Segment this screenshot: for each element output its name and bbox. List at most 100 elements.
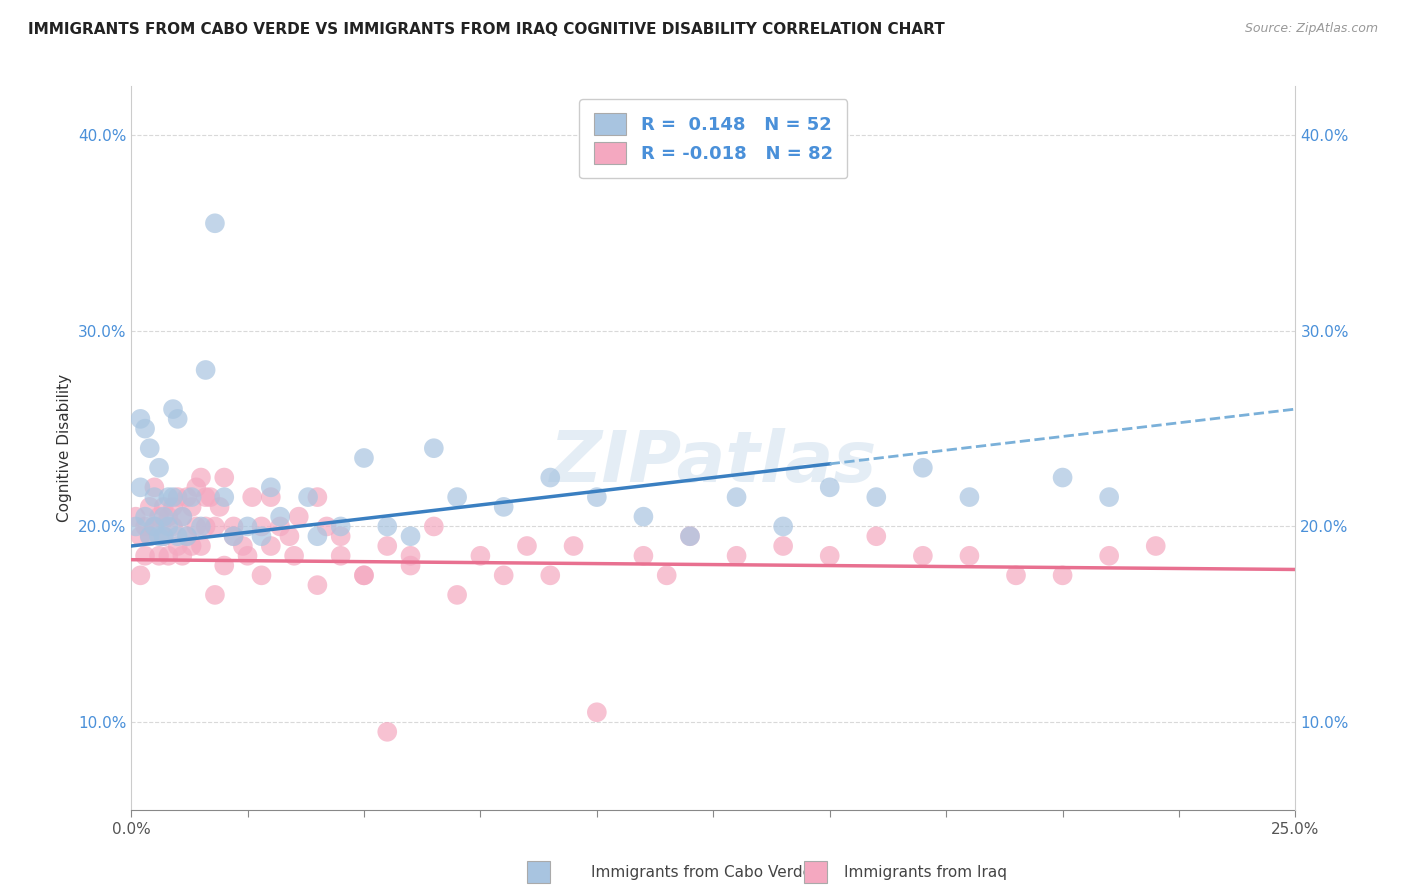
- Point: [585, 490, 607, 504]
- Point: [180, 500, 202, 514]
- Point: [865, 529, 887, 543]
- Point: [190, 519, 212, 533]
- Point: [148, 509, 170, 524]
- Point: [166, 539, 188, 553]
- Point: [516, 539, 538, 553]
- Point: [633, 509, 655, 524]
- Text: Immigrants from Iraq: Immigrants from Iraq: [844, 865, 1007, 880]
- Point: [138, 529, 160, 543]
- Point: [138, 500, 160, 514]
- Point: [152, 529, 174, 543]
- Point: [307, 578, 329, 592]
- Point: [772, 519, 794, 533]
- Point: [166, 529, 188, 543]
- Point: [152, 500, 174, 514]
- Point: [194, 519, 217, 533]
- Point: [375, 519, 398, 533]
- Point: [152, 509, 174, 524]
- Point: [446, 490, 468, 504]
- Point: [329, 529, 352, 543]
- Point: [148, 549, 170, 563]
- Point: [148, 529, 170, 543]
- Point: [134, 549, 156, 563]
- Point: [143, 480, 166, 494]
- Point: [725, 549, 748, 563]
- Point: [538, 568, 561, 582]
- Point: [250, 568, 273, 582]
- Point: [129, 568, 152, 582]
- Point: [204, 588, 226, 602]
- Point: [353, 450, 375, 465]
- Text: IMMIGRANTS FROM CABO VERDE VS IMMIGRANTS FROM IRAQ COGNITIVE DISABILITY CORRELAT: IMMIGRANTS FROM CABO VERDE VS IMMIGRANTS…: [28, 22, 945, 37]
- Point: [186, 480, 208, 494]
- Point: [399, 549, 422, 563]
- Point: [186, 519, 208, 533]
- Point: [269, 519, 291, 533]
- Point: [470, 549, 492, 563]
- Point: [307, 529, 329, 543]
- Point: [125, 509, 148, 524]
- Point: [143, 519, 166, 533]
- Point: [176, 529, 198, 543]
- Point: [250, 529, 273, 543]
- Point: [423, 519, 446, 533]
- Point: [125, 519, 148, 533]
- Point: [204, 519, 226, 533]
- Point: [269, 509, 291, 524]
- Legend: R =  0.148   N = 52, R = -0.018   N = 82: R = 0.148 N = 52, R = -0.018 N = 82: [579, 99, 848, 178]
- Point: [399, 529, 422, 543]
- Point: [138, 441, 160, 455]
- Point: [315, 519, 337, 533]
- Point: [222, 529, 245, 543]
- Point: [329, 549, 352, 563]
- Point: [212, 490, 235, 504]
- Point: [1144, 539, 1167, 553]
- Point: [375, 724, 398, 739]
- Point: [190, 470, 212, 484]
- Point: [492, 568, 515, 582]
- Point: [679, 529, 702, 543]
- Point: [129, 412, 152, 426]
- Point: [172, 509, 194, 524]
- Point: [283, 549, 305, 563]
- Point: [959, 549, 981, 563]
- Point: [260, 490, 283, 504]
- Point: [287, 509, 309, 524]
- Point: [162, 519, 184, 533]
- Point: [162, 490, 184, 504]
- Point: [129, 529, 152, 543]
- Point: [157, 549, 180, 563]
- Point: [176, 529, 198, 543]
- Point: [1005, 568, 1028, 582]
- Point: [180, 539, 202, 553]
- Point: [236, 549, 259, 563]
- Point: [423, 441, 446, 455]
- Point: [143, 519, 166, 533]
- Text: Immigrants from Cabo Verde: Immigrants from Cabo Verde: [591, 865, 811, 880]
- Point: [190, 539, 212, 553]
- Point: [1098, 549, 1121, 563]
- Point: [679, 529, 702, 543]
- Point: [212, 558, 235, 573]
- Point: [260, 480, 283, 494]
- Point: [148, 460, 170, 475]
- Point: [307, 490, 329, 504]
- Point: [129, 480, 152, 494]
- Point: [222, 529, 245, 543]
- Point: [166, 490, 188, 504]
- Point: [1052, 568, 1074, 582]
- Point: [655, 568, 678, 582]
- Point: [180, 490, 202, 504]
- Point: [143, 490, 166, 504]
- Point: [166, 412, 188, 426]
- Point: [1052, 470, 1074, 484]
- Point: [240, 490, 263, 504]
- Point: [911, 549, 934, 563]
- Point: [194, 363, 217, 377]
- Point: [212, 470, 235, 484]
- Point: [865, 490, 887, 504]
- Point: [725, 490, 748, 504]
- Point: [446, 588, 468, 602]
- Point: [162, 500, 184, 514]
- Point: [176, 490, 198, 504]
